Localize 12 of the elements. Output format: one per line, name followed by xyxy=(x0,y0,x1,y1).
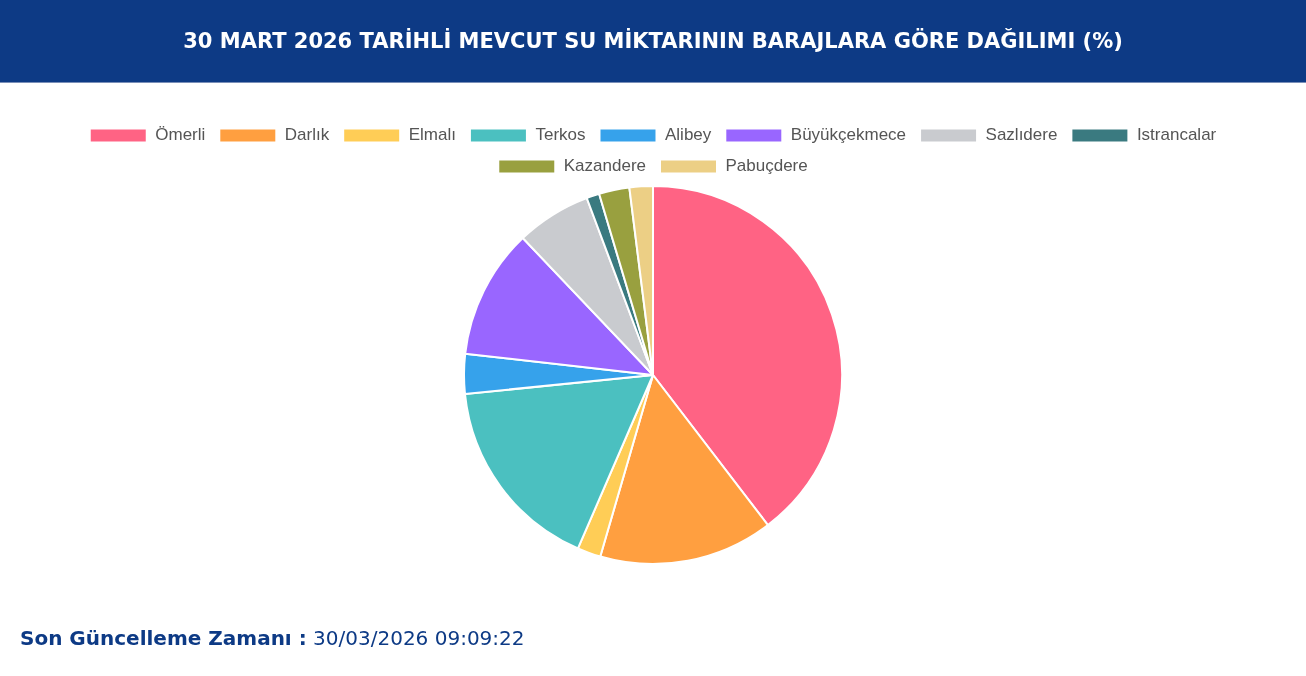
chart-title: 30 MART 2026 TARİHLİ MEVCUT SU MİKTARININ BARAJLARA GÖRE DAĞILIMI (%) xyxy=(0,0,1306,83)
legend-label: Terkos xyxy=(535,125,586,145)
legend-label: Kazandere xyxy=(563,156,647,176)
legend-label: Ömerli xyxy=(155,125,206,145)
legend-label: Darlık xyxy=(284,125,330,145)
legend-label: Alibey xyxy=(665,125,712,145)
legend-label: Pabuçdere xyxy=(725,156,808,176)
legend-label: Sazlıdere xyxy=(985,125,1058,145)
text: Son Güncelleme Zamanı : 30/03/2026 09:09:22 xyxy=(20,626,525,650)
legend-label: Büyükçekmece xyxy=(790,125,907,145)
legend-label: Istrancalar xyxy=(1136,125,1217,145)
legend-label: Elmalı xyxy=(408,125,456,145)
